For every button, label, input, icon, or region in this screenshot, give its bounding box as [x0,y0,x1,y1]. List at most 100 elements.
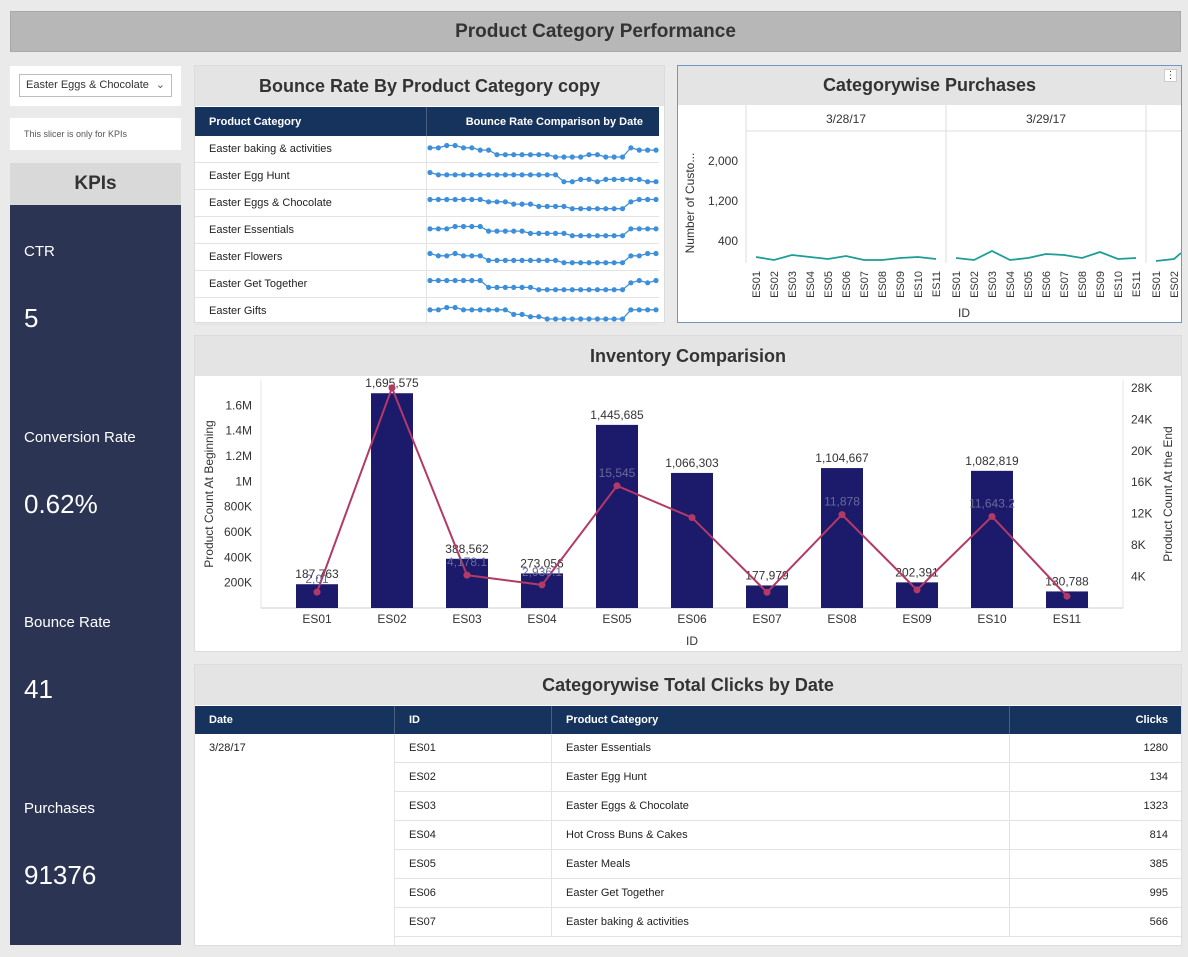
sparkline-point [561,179,567,185]
inventory-bar-label: 388,562 [445,542,489,556]
sparkline-point [527,230,534,236]
bounce-rate-panel: Bounce Rate By Product Category copy Pro… [194,65,665,325]
inventory-y2-tick: 28K [1131,381,1152,395]
sparkline-point [628,226,634,232]
sparkline-point [485,307,492,313]
purchases-x-tick: ES04 [805,271,817,298]
sparkline-point [636,176,642,182]
inventory-x-tick: ES07 [752,612,782,626]
sparkline-point [645,280,651,286]
clicks-row-id: ES04 [409,829,436,841]
col-clicks[interactable]: Clicks [1135,714,1168,726]
bounce-rate-title: Bounce Rate By Product Category copy [195,66,664,106]
sparkline-point [511,311,517,317]
sparkline-point [527,314,534,320]
sparkline-point [494,228,500,234]
clicks-row-category: Easter Essentials [566,742,651,754]
purchases-x-tick: ES10 [1113,271,1125,298]
bounce-row-category: Easter Essentials [209,224,294,236]
sparkline-point [536,314,542,320]
sparkline-point [544,230,550,236]
sparkline-point [435,172,441,178]
purchases-y-tick: 400 [718,234,738,248]
sparkline-point [561,154,567,160]
sparkline-point [469,196,475,203]
sparkline-point [469,253,475,259]
col-date[interactable]: Date [209,714,233,726]
inventory-end-point [1063,592,1071,600]
inventory-line-label: 11,878 [824,495,860,509]
sparkline-point [477,253,483,259]
inventory-end-point [538,581,546,589]
sparkline-point [477,223,483,230]
sparkline-point [578,260,584,266]
inventory-bar [521,573,563,608]
sparkline-point [427,226,433,232]
inventory-end-point [763,588,771,596]
inventory-bar-label: 177,979 [745,568,789,582]
sparkline-point [444,277,450,284]
clicks-row-id: ES05 [409,858,436,870]
purchases-series-line [755,254,937,261]
purchases-y-tick: 1,200 [708,194,738,208]
purchases-y-tick: 2,000 [708,154,738,168]
sparkline-line [430,279,657,291]
dashboard-title: Product Category Performance [10,11,1181,52]
inventory-title: Inventory Comparision [195,336,1181,376]
bounce-table-row: Easter Flowers [195,244,659,271]
purchases-x-tick: ES07 [859,271,871,298]
sparkline-point [511,284,517,290]
sparkline-point [494,152,500,158]
sparkline-point [552,154,559,160]
category-dropdown[interactable]: Easter Eggs & Chocolate ⌄ [19,74,172,97]
sparkline-point [561,260,567,266]
sparkline-point [452,172,458,178]
more-options-icon[interactable]: ⋮ [1164,69,1177,82]
purchases-x-tick: ES06 [1041,271,1053,298]
col-id[interactable]: ID [409,714,420,726]
sparkline-point [527,201,534,207]
col-bounce-comparison[interactable]: Bounce Rate Comparison by Date [465,115,643,128]
inventory-line-label: 15,545 [599,466,636,480]
sparkline-point [569,287,575,293]
sparkline-point [552,316,559,322]
clicks-row-value: 1323 [1143,800,1168,812]
sparkline-point [536,203,542,209]
bounce-sparkline [427,223,659,239]
inventory-y-tick: 1.6M [225,398,252,412]
inventory-x-tick: ES09 [902,612,932,626]
sparkline-point [594,206,601,212]
col-product-category[interactable]: Product Category [209,115,302,128]
sparkline-point [444,226,450,232]
sparkline-point [444,253,450,259]
inventory-bar [296,584,338,608]
inventory-bar-label: 273,056 [520,556,564,570]
sparkline-point [477,196,483,203]
sparkline-point [653,147,659,153]
col-category[interactable]: Product Category [566,714,659,726]
inventory-y2-tick: 4K [1131,570,1146,584]
sparkline-point [519,152,525,158]
sparkline-point [552,203,559,209]
purchases-x-tick: ES10 [913,271,925,298]
purchases-x-tick: ES01 [1151,271,1163,298]
bounce-sparkline [427,169,659,185]
inventory-y-tick: 1.2M [225,449,252,463]
inventory-bar [971,470,1013,608]
sparkline-point [477,307,483,313]
purchases-x-tick: ES11 [931,271,943,297]
sparkline-point [511,172,517,178]
chevron-down-icon[interactable]: ⌄ [155,79,165,91]
clicks-table-row: ES07 Easter baking & activities 566 [394,908,1181,937]
sparkline-point [636,253,642,259]
sparkline-point [628,145,634,151]
sparkline-point [494,307,500,313]
sparkline-point [544,287,550,293]
inventory-y2-tick: 24K [1131,412,1152,426]
purchases-series-line [1155,252,1181,262]
sparkline-point [527,257,534,263]
sparkline-point [636,196,642,203]
sparkline-point [427,169,433,176]
sparkline-point [586,316,592,322]
sparkline-point [594,233,601,239]
